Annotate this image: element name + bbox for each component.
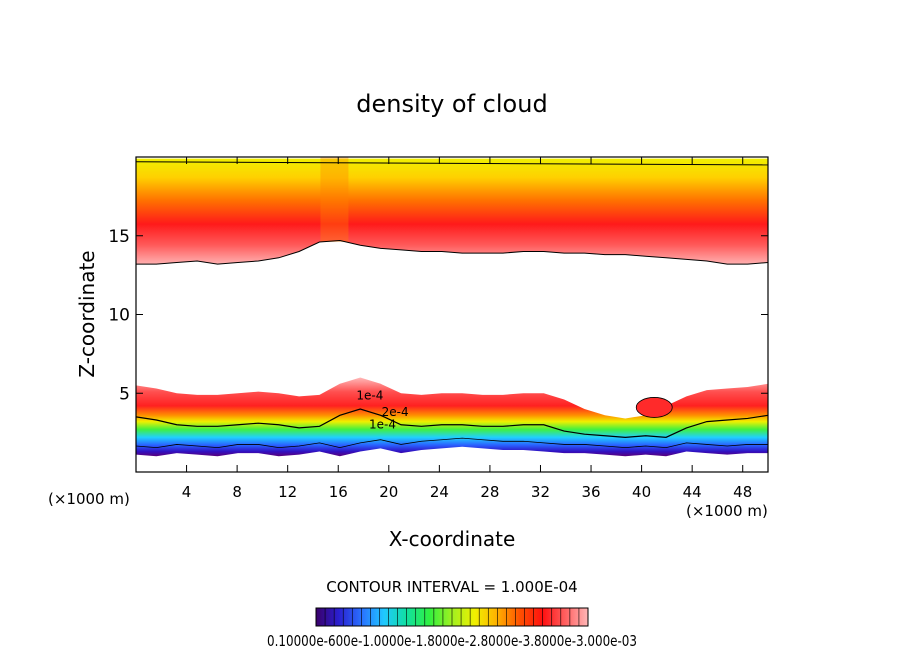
y-tick-label: 10 — [108, 306, 130, 326]
upper-band-peak — [320, 157, 349, 243]
contour-label: 1e-4 — [369, 418, 396, 432]
x-tick-label: 20 — [379, 483, 398, 501]
colorbar-labels: 0.10000e-600e-1.0000e-1.8000e-2.8000e-3.… — [267, 632, 637, 650]
chart-title: density of cloud — [356, 90, 547, 118]
y-axis-label: Z-coordinate — [75, 250, 99, 377]
contour-interval-label: CONTOUR INTERVAL = 1.000E-04 — [326, 578, 577, 596]
lower-base-contour-line — [136, 437, 768, 448]
x-tick-label: 32 — [531, 483, 550, 501]
x-tick-label: 24 — [430, 483, 449, 501]
y-tick-label: 5 — [119, 384, 130, 404]
x-unit-label-right: (×1000 m) — [686, 502, 768, 520]
cloud-cell — [635, 397, 673, 418]
contour-label: 2e-4 — [382, 405, 409, 419]
x-tick-label: 28 — [480, 483, 499, 501]
y-tick-label: 15 — [108, 227, 130, 247]
x-axis-label: X-coordinate — [389, 527, 516, 551]
x-tick-label: 12 — [278, 483, 297, 501]
upper-cloud-band — [136, 158, 768, 265]
lower-cloud-band — [136, 377, 768, 457]
upper-top-contour-line — [136, 161, 768, 166]
plot-content: 2e-41e-41e-4 — [136, 157, 768, 457]
upper-contour-line — [136, 239, 768, 265]
x-tick-label: 36 — [581, 483, 600, 501]
x-tick-label: 44 — [683, 483, 702, 501]
x-tick-label: 8 — [232, 483, 242, 501]
x-tick-label: 16 — [329, 483, 348, 501]
x-tick-label: 48 — [733, 483, 752, 501]
x-tick-label: 4 — [182, 483, 192, 501]
x-unit-label-left: (×1000 m) — [48, 490, 130, 508]
colorbar-ticks — [324, 608, 580, 626]
x-axis-ticks: 4 8 12 16 20 24 28 32 36 40 44 48 — [182, 157, 752, 501]
lower-contour-line — [136, 408, 768, 438]
y-axis-ticks: 5 10 15 — [108, 227, 768, 404]
x-tick-label: 40 — [632, 483, 651, 501]
contour-label: 1e-4 — [356, 389, 383, 403]
